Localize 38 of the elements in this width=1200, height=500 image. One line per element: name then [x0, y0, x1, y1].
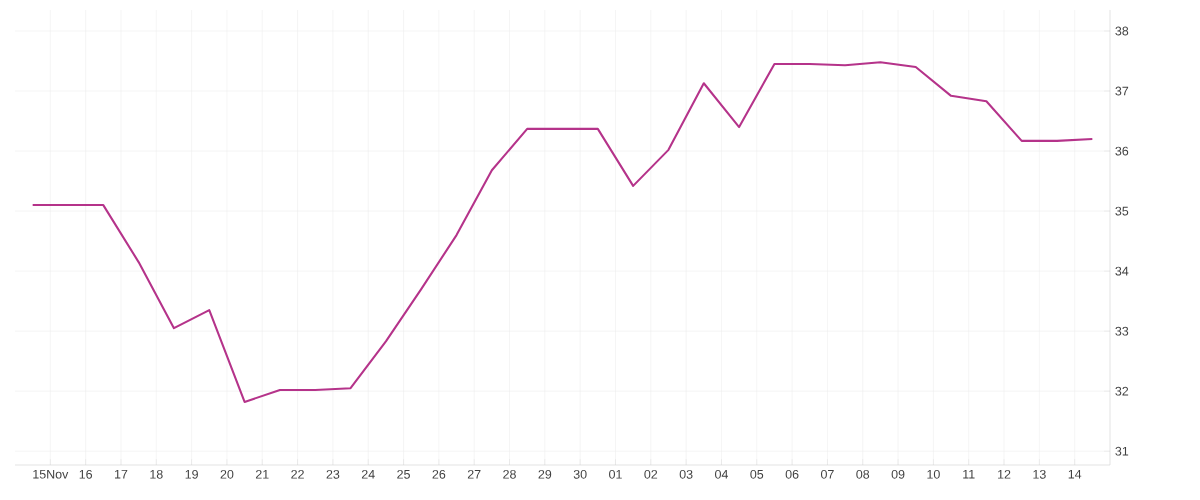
x-tick-label: 13 [1033, 469, 1046, 479]
x-tick-label: 28 [503, 469, 516, 479]
x-tick-label: 14 [1068, 469, 1082, 479]
x-tick-label: 02 [644, 469, 658, 479]
x-tick-label: 01 [609, 469, 622, 479]
x-tick-label: 21 [255, 469, 269, 479]
x-tick-label: 12 [998, 469, 1011, 479]
x-tick-label: 24 [361, 469, 375, 479]
x-tick-label: 22 [291, 469, 304, 479]
x-tick-label: 19 [185, 469, 198, 479]
y-tick-label: 34 [1115, 266, 1129, 276]
x-tick-label: 20 [220, 469, 234, 479]
x-tick-label: 15Nov [33, 469, 69, 479]
x-tick-label: 10 [927, 469, 940, 479]
y-tick-label: 35 [1115, 206, 1129, 216]
x-tick-label: 23 [326, 469, 340, 479]
x-tick-label: 09 [891, 469, 905, 479]
x-tick-label: 27 [467, 469, 481, 479]
y-tick-label: 37 [1115, 86, 1129, 96]
x-tick-label: 16 [79, 469, 93, 479]
x-tick-label: 05 [750, 469, 764, 479]
y-tick-label: 31 [1115, 446, 1129, 456]
x-tick-label: 30 [573, 469, 587, 479]
x-tick-label: 11 [963, 469, 975, 479]
x-tick-label: 17 [115, 469, 128, 479]
y-tick-label: 36 [1115, 146, 1129, 156]
x-tick-label: 08 [856, 469, 870, 479]
y-tick-label: 33 [1115, 326, 1129, 336]
x-tick-label: 07 [820, 469, 834, 479]
y-tick-label: 38 [1115, 26, 1129, 36]
x-tick-label: 29 [538, 469, 552, 479]
x-tick-label: 03 [679, 469, 693, 479]
x-tick-label: 06 [785, 469, 799, 479]
x-tick-label: 18 [150, 469, 163, 479]
y-tick-label: 32 [1115, 386, 1129, 396]
x-tick-label: 26 [432, 469, 446, 479]
x-tick-label: 25 [397, 469, 410, 479]
x-tick-label: 04 [715, 469, 729, 479]
